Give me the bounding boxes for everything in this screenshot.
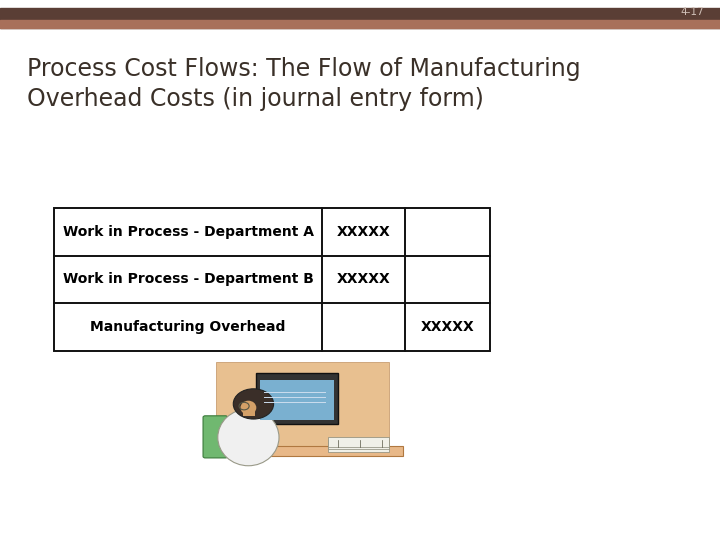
Bar — [54, 208, 490, 351]
Text: Manufacturing Overhead: Manufacturing Overhead — [90, 320, 286, 334]
Ellipse shape — [217, 409, 279, 465]
Bar — [0, 8, 720, 28]
Polygon shape — [212, 446, 403, 456]
Text: XXXXX: XXXXX — [336, 225, 390, 239]
Bar — [0, 19, 720, 28]
Bar — [328, 437, 389, 447]
Text: Process Cost Flows: The Flow of Manufacturing
Overhead Costs (in journal entry f: Process Cost Flows: The Flow of Manufact… — [27, 57, 581, 111]
FancyBboxPatch shape — [203, 416, 228, 458]
Bar — [216, 362, 389, 446]
Ellipse shape — [207, 420, 232, 449]
Bar — [256, 373, 338, 424]
Bar — [260, 380, 334, 420]
Ellipse shape — [240, 401, 256, 415]
Text: 4-17: 4-17 — [680, 7, 704, 17]
Text: Work in Process - Department B: Work in Process - Department B — [63, 273, 313, 286]
Bar — [328, 442, 389, 452]
Bar — [328, 440, 389, 449]
Circle shape — [233, 389, 274, 419]
Text: XXXXX: XXXXX — [336, 273, 390, 286]
Text: Work in Process - Department A: Work in Process - Department A — [63, 225, 314, 239]
Bar — [243, 406, 255, 416]
Text: XXXXX: XXXXX — [420, 320, 474, 334]
